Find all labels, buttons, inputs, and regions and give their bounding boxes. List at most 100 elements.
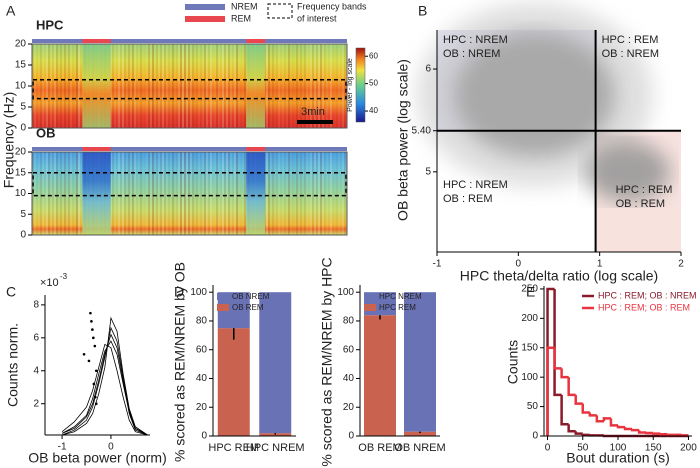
x-tick-label: -1 [58, 442, 67, 453]
y-multiplier: ×10 [40, 277, 59, 289]
y-tick-label: 10 [15, 188, 27, 199]
texture [216, 44, 218, 128]
x-tick-label: 2 [678, 259, 684, 270]
texture [270, 152, 272, 235]
texture [236, 152, 238, 235]
texture [74, 152, 76, 235]
x-tick-label: HPC NREM [246, 442, 305, 454]
x-axis-label: Bout duration (s) [566, 450, 670, 466]
bar [364, 315, 396, 436]
quadrant-label: OB : NREM [602, 48, 659, 60]
texture [76, 44, 78, 128]
colorbar-label: Power - log scale [347, 58, 354, 112]
texture [296, 44, 298, 128]
texture [196, 152, 198, 235]
texture [50, 152, 52, 235]
texture [312, 152, 314, 235]
hist-step [581, 433, 590, 437]
texture [62, 152, 64, 235]
texture [290, 44, 292, 128]
texture [344, 152, 346, 235]
texture [130, 44, 132, 128]
texture [240, 152, 242, 235]
x-tick-label: 100 [610, 443, 627, 454]
state-bar [32, 39, 347, 43]
hist-step [574, 394, 583, 405]
quadrant-label: HPC : REM [602, 34, 659, 46]
legend-swatch [217, 293, 229, 300]
texture [154, 44, 156, 128]
texture [242, 44, 244, 128]
legend-swatch [364, 293, 376, 300]
texture [114, 44, 116, 128]
texture [334, 152, 336, 235]
y-tick-label: 6 [33, 332, 39, 343]
texture [134, 152, 136, 235]
texture [304, 152, 306, 235]
quadrant-label: OB : REM [616, 198, 666, 210]
y-tick-label: 20 [196, 402, 208, 413]
bar [404, 431, 436, 436]
texture [176, 44, 178, 128]
hist-step [623, 427, 633, 431]
texture [214, 152, 216, 235]
texture [292, 152, 294, 235]
point-cloud [586, 141, 671, 202]
texture [316, 152, 318, 235]
texture [192, 44, 194, 128]
texture [118, 44, 120, 128]
legend-swatch [364, 304, 376, 311]
texture [66, 44, 68, 128]
y-tick-label: 100 [521, 372, 538, 383]
y-axis-label: % scored as REM/NREM by OB [172, 262, 188, 462]
y-tick-label: 0 [201, 431, 207, 442]
texture [116, 44, 118, 128]
colorbar-tick-label: 40 [369, 106, 378, 115]
texture [174, 44, 176, 128]
texture [132, 152, 134, 235]
hist-step [616, 425, 626, 429]
bar [404, 292, 436, 432]
bar [217, 328, 250, 436]
texture [68, 152, 70, 235]
texture [212, 44, 214, 128]
legend-label: HPC NREM [379, 292, 422, 301]
texture [44, 152, 46, 235]
texture [266, 44, 268, 128]
point [92, 336, 95, 340]
panel-letter: D [174, 284, 184, 300]
texture [124, 152, 126, 235]
x-tick-label: OB NREM [394, 442, 445, 454]
texture [308, 152, 310, 235]
texture [140, 152, 142, 235]
texture [310, 44, 312, 128]
texture [220, 152, 222, 235]
texture [144, 44, 146, 128]
texture [64, 44, 66, 128]
texture [288, 152, 290, 235]
texture [306, 44, 308, 128]
texture [36, 44, 38, 128]
texture [52, 152, 54, 235]
colorbar-tick-label: 50 [369, 79, 378, 88]
texture [80, 152, 82, 235]
texture [282, 152, 284, 235]
texture [244, 152, 246, 235]
texture [336, 44, 338, 128]
y-tick-label: 0 [348, 431, 354, 442]
scale-bar-label: 3min [301, 106, 325, 118]
texture [180, 44, 182, 128]
y-tick-label: 80 [343, 316, 355, 327]
texture [212, 152, 214, 235]
texture [158, 152, 160, 235]
texture [112, 44, 114, 128]
point [91, 328, 94, 331]
texture [148, 152, 150, 235]
hist-step [553, 347, 562, 370]
texture [142, 44, 144, 128]
y-tick-label: 40 [343, 373, 355, 384]
quadrant-label: HPC : REM [616, 184, 673, 196]
texture [136, 44, 138, 128]
texture [178, 152, 180, 235]
quadrant-label: HPC : NREM [443, 34, 508, 46]
